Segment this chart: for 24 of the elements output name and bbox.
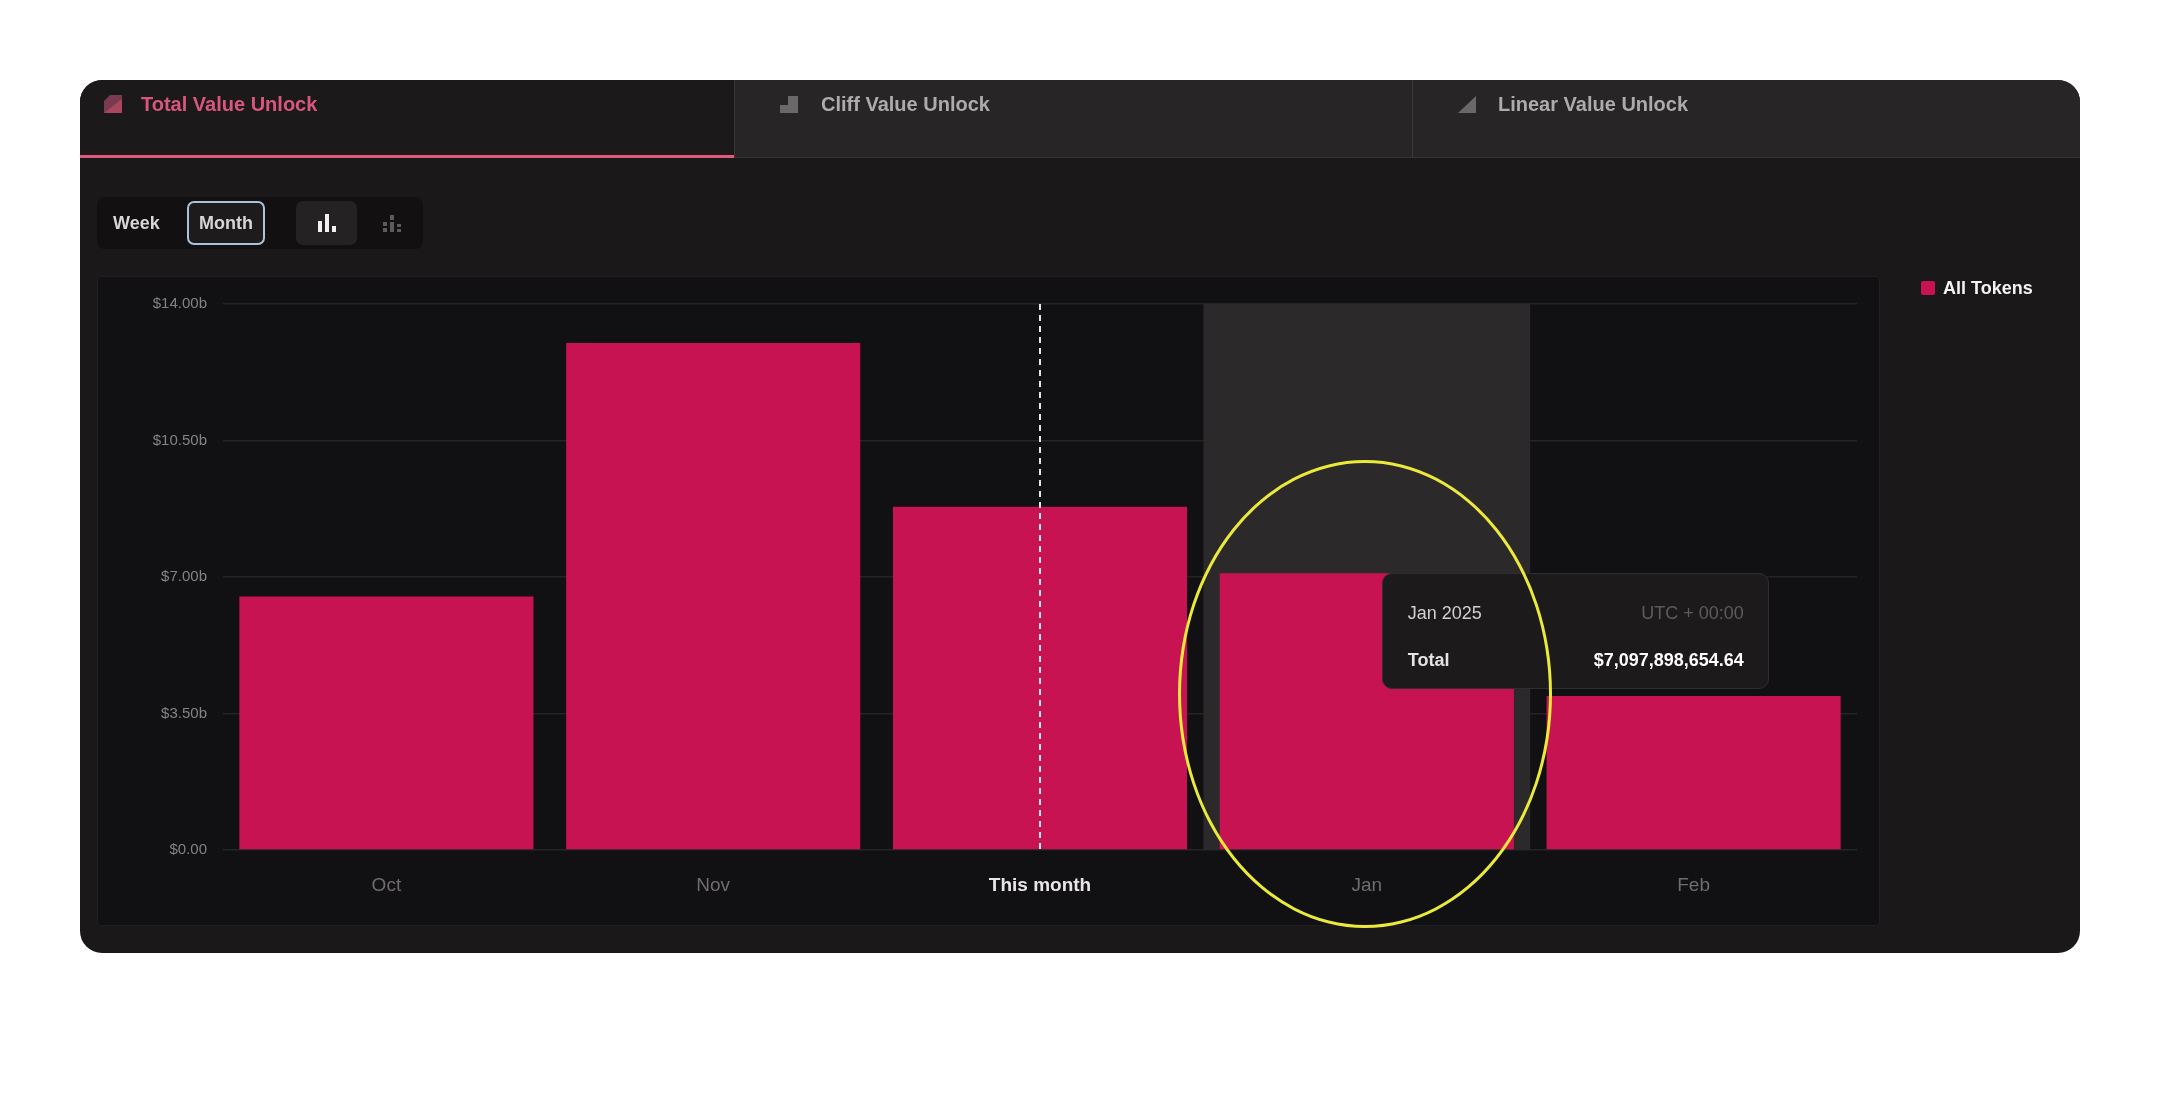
y-tick-label: $7.00b bbox=[161, 567, 207, 585]
y-tick-label: $10.50b bbox=[152, 430, 207, 448]
x-tick-label: Jan bbox=[1351, 873, 1383, 895]
x-tick-label: This month bbox=[988, 873, 1092, 895]
bar bbox=[892, 506, 1188, 850]
bar bbox=[1546, 695, 1841, 850]
annotation: $7,097,898,654.64 bbox=[1593, 649, 1744, 672]
text: Month bbox=[187, 201, 265, 245]
legend-label: All Tokens bbox=[1943, 277, 2033, 298]
y-tick-label: $0.00 bbox=[169, 840, 207, 858]
y-tick-label: $3.50b bbox=[161, 703, 207, 721]
y-tick-label: $14.00b bbox=[152, 294, 207, 312]
text: Cliff Value Unlock bbox=[821, 92, 990, 116]
x-tick-label: Oct bbox=[371, 873, 402, 895]
annotation: Jan 2025 bbox=[1407, 602, 1482, 625]
x-tick-label: Nov bbox=[696, 873, 731, 895]
bar bbox=[566, 343, 861, 850]
x-tick-label: Feb bbox=[1677, 873, 1710, 895]
bar bbox=[239, 596, 534, 850]
text: Week bbox=[112, 212, 161, 235]
text: Linear Value Unlock bbox=[1498, 92, 1689, 116]
annotation: UTC + 00:00 bbox=[1641, 602, 1744, 625]
annotation: Total bbox=[1407, 649, 1450, 672]
chart-title: Total Value Unlock bbox=[141, 92, 318, 116]
